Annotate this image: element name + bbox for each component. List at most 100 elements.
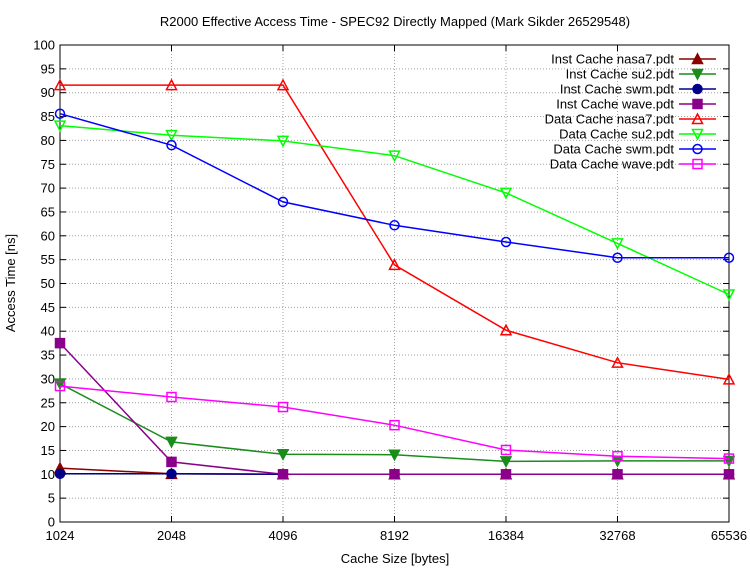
data-point <box>54 380 66 392</box>
data-point <box>276 135 290 148</box>
y-tick-label: 45 <box>41 300 55 315</box>
data-point <box>53 78 67 91</box>
data-point <box>277 196 289 208</box>
y-tick-label: 60 <box>41 228 55 243</box>
x-tick-label: 1024 <box>46 528 75 543</box>
x-axis-label: Cache Size [bytes] <box>341 551 449 566</box>
data-point <box>54 337 66 349</box>
y-tick-label: 65 <box>41 204 55 219</box>
series-7 <box>54 108 735 263</box>
legend-label: Inst Cache swm.pdt <box>560 82 675 97</box>
data-point <box>723 252 735 263</box>
data-point <box>723 453 735 464</box>
y-axis: 0 5 10 15 20 25 30 35 40 45 50 55 60 65 70 75 80 85 90 95 10… <box>33 38 729 530</box>
data-point <box>165 78 178 91</box>
data-point <box>276 78 290 91</box>
data-point <box>389 469 400 480</box>
x-tick-label: 16384 <box>488 528 524 543</box>
data-point <box>166 456 177 468</box>
legend-marker <box>691 68 704 81</box>
data-point <box>722 289 736 302</box>
legend-marker <box>692 143 703 155</box>
legend-label: Data Cache nasa7.pdt <box>545 112 675 127</box>
data-point <box>499 187 513 200</box>
data-point <box>500 469 512 480</box>
series-2 <box>53 378 736 469</box>
legend-item: Data Cache wave.pdt <box>550 157 716 172</box>
y-tick-label: 40 <box>41 324 55 339</box>
data-point <box>166 139 177 151</box>
y-tick-label: 5 <box>48 491 55 506</box>
data-point <box>611 356 624 368</box>
data-point <box>500 236 512 248</box>
data-point <box>388 449 401 462</box>
legend-label: Data Cache wave.pdt <box>550 157 675 172</box>
legend-label: Data Cache su2.pdt <box>559 127 674 142</box>
y-tick-label: 95 <box>41 61 55 76</box>
data-point <box>165 129 178 142</box>
data-point <box>389 419 400 431</box>
x-tick-label: 65536 <box>711 528 747 543</box>
legend-label: Data Cache swm.pdt <box>553 142 674 157</box>
legend-label: Inst Cache nasa7.pdt <box>551 52 674 67</box>
x-tick-label: 8192 <box>380 528 409 543</box>
y-tick-label: 55 <box>41 252 55 267</box>
y-tick-label: 25 <box>41 395 55 410</box>
series-5 <box>53 78 736 385</box>
data-point <box>723 469 735 480</box>
y-tick-label: 85 <box>41 109 55 124</box>
x-tick-label: 32768 <box>599 528 635 543</box>
data-point <box>722 372 736 385</box>
series-6 <box>53 120 736 302</box>
series-line <box>59 124 730 296</box>
x-tick-label: 4096 <box>269 528 298 543</box>
data-point <box>388 150 401 163</box>
y-tick-label: 50 <box>41 276 55 291</box>
y-tick-label: 80 <box>41 133 55 148</box>
series-8 <box>54 380 735 464</box>
data-point <box>612 450 623 462</box>
data-point <box>277 469 289 480</box>
y-tick-label: 20 <box>41 419 55 434</box>
y-tick-label: 75 <box>41 157 55 172</box>
x-tick-label: 2048 <box>157 528 186 543</box>
data-point <box>611 238 624 251</box>
series-4 <box>54 337 735 480</box>
legend-label: Inst Cache su2.pdt <box>566 67 675 82</box>
data-point <box>388 258 401 271</box>
y-tick-label: 70 <box>41 181 55 196</box>
legend-marker <box>691 128 704 141</box>
y-axis-label: Access Time [ns] <box>3 234 18 332</box>
chart-title: R2000 Effective Access Time - SPEC92 Dir… <box>160 14 630 29</box>
data-point <box>53 120 67 133</box>
legend-item: Inst Cache wave.pdt <box>556 97 716 112</box>
data-point <box>54 468 66 480</box>
data-point <box>277 401 289 413</box>
data-point <box>276 449 290 461</box>
legend-marker <box>692 158 703 170</box>
y-tick-label: 0 <box>48 515 55 530</box>
legend-item: Inst Cache swm.pdt <box>560 82 716 97</box>
legend-marker <box>691 52 704 65</box>
y-tick-label: 15 <box>41 443 55 458</box>
data-point <box>166 468 177 480</box>
legend-item: Data Cache su2.pdt <box>559 127 716 142</box>
data-point <box>166 391 177 403</box>
legend-label: Inst Cache wave.pdt <box>556 97 674 112</box>
series-layer <box>53 78 736 480</box>
data-point <box>500 444 512 456</box>
data-point <box>612 469 623 480</box>
data-point <box>499 323 513 336</box>
y-tick-label: 100 <box>33 38 55 53</box>
series-line <box>60 84 730 381</box>
y-tick-label: 10 <box>41 467 55 482</box>
x-axis: 1024 2048 4096 8192 16384 32768 65536 <box>46 45 747 543</box>
legend-marker <box>692 98 703 110</box>
legend-item: Inst Cache su2.pdt <box>566 67 716 82</box>
series-line <box>59 112 729 259</box>
y-tick-label: 90 <box>41 85 55 100</box>
data-point <box>499 456 513 469</box>
legend-item: Data Cache swm.pdt <box>553 142 716 157</box>
